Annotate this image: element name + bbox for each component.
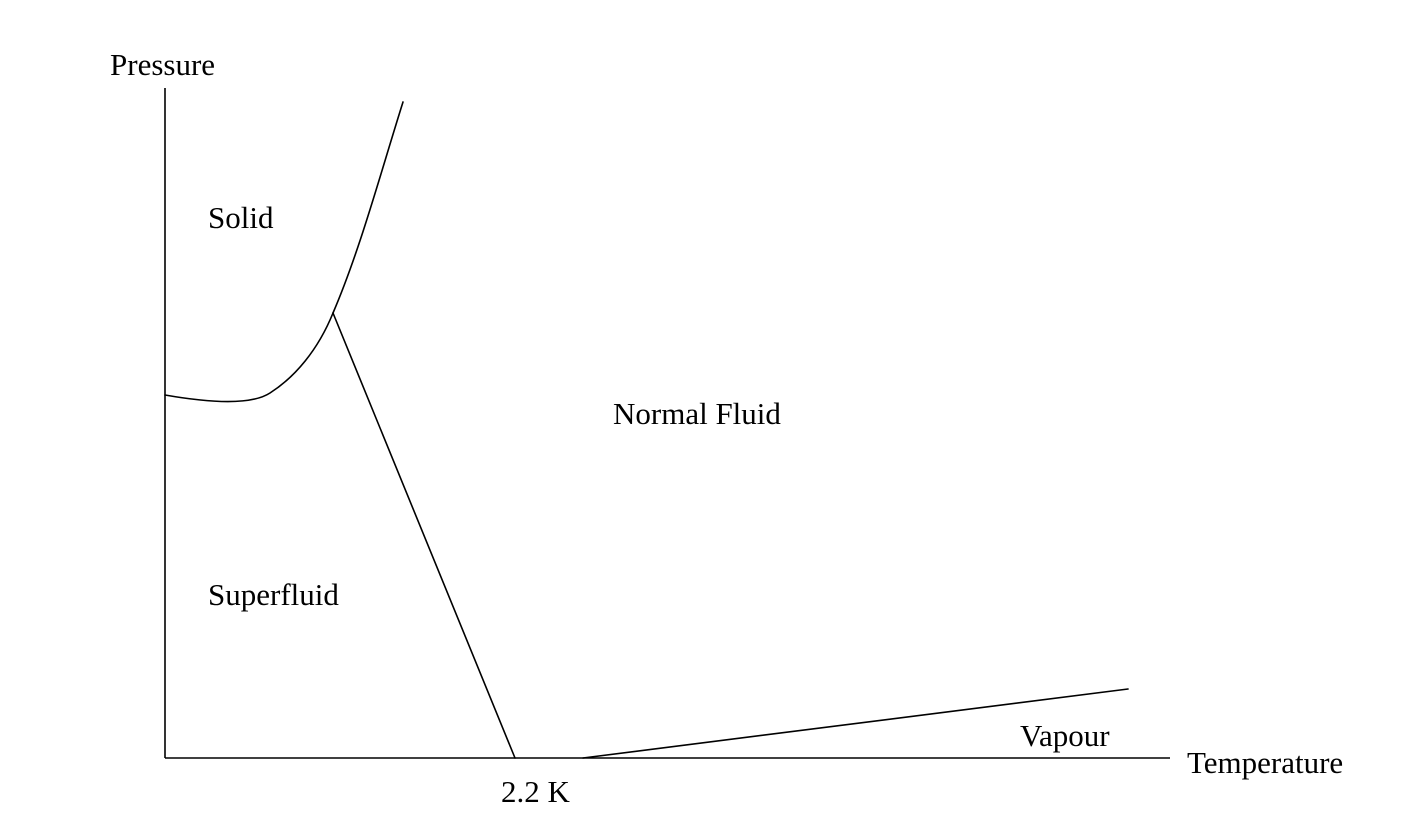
region-label-solid: Solid [208,200,274,235]
region-label-normal-fluid: Normal Fluid [613,396,781,431]
lambda-point-label: 2.2 K [501,774,571,809]
solid-superfluid-boundary [164,312,334,403]
x-axis-label: Temperature [1187,745,1343,780]
region-label-superfluid: Superfluid [208,577,339,612]
region-label-vapour: Vapour [1020,718,1110,753]
lambda-line [332,312,516,759]
solid-normal-fluid-boundary [332,101,404,314]
vapour-pressure-curve [582,688,1129,759]
y-axis-label: Pressure [110,47,215,82]
